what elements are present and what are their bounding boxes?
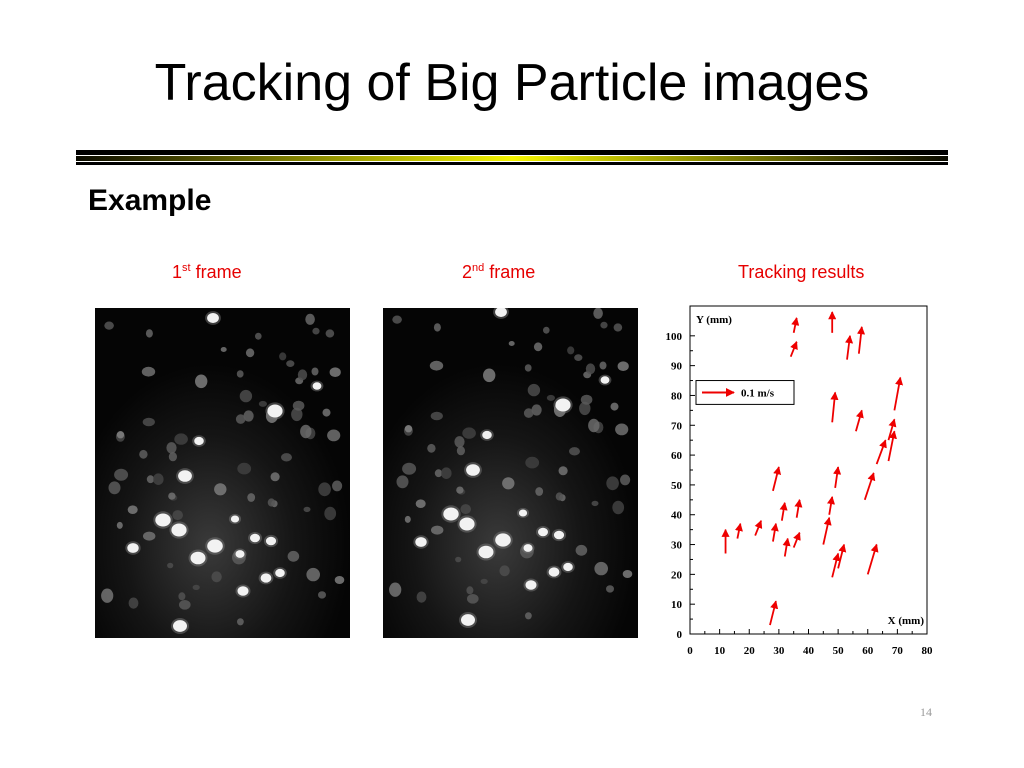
velocity-vector [856, 326, 866, 354]
velocity-vector [831, 552, 841, 578]
velocity-vector [893, 376, 904, 411]
caption-frame-1: 1st frame [172, 262, 242, 282]
velocity-vector [887, 418, 897, 441]
velocity-vector [789, 341, 798, 358]
title-divider [76, 150, 948, 165]
y-tick-label: 50 [671, 480, 683, 492]
y-tick-label: 70 [671, 420, 683, 432]
velocity-vector [791, 317, 800, 334]
y-tick-label: 10 [671, 599, 683, 611]
legend-label: 0.1 m/s [741, 387, 775, 399]
velocity-vector [792, 531, 801, 548]
particle-image-frame-1 [95, 308, 350, 638]
velocity-vector [772, 466, 782, 492]
velocity-vector [822, 516, 832, 545]
y-tick-label: 90 [671, 361, 683, 373]
x-tick-label: 40 [803, 645, 815, 657]
y-tick-label: 0 [677, 629, 683, 641]
velocity-vector [875, 439, 887, 465]
y-tick-label: 40 [671, 510, 683, 522]
velocity-vector [769, 600, 779, 626]
caption-tracking-results: Tracking results [738, 262, 865, 282]
velocity-vector [770, 522, 779, 542]
x-tick-label: 60 [862, 645, 874, 657]
velocity-vector [782, 537, 791, 557]
velocity-vector [887, 430, 897, 462]
legend-box [695, 380, 795, 405]
velocity-vector [779, 502, 788, 521]
x-tick-label: 0 [687, 645, 693, 657]
velocity-vector [837, 543, 847, 569]
tracking-results-chart: 0 10 20 30 40 50 60 70 80 0 10 20 30 40 50 60 70 80 90 100 Y… [666, 305, 934, 657]
x-tick-label: 20 [744, 645, 756, 657]
x-tick-label: 80 [922, 645, 934, 657]
slide-title: Tracking of Big Particle images [154, 54, 870, 112]
velocity-vector [830, 391, 839, 423]
x-tick-label: 50 [833, 645, 845, 657]
x-axis-label: X (mm) [888, 615, 925, 627]
slide-subtitle: Example [88, 184, 212, 217]
y-tick-label: 60 [671, 450, 683, 462]
velocity-vector [863, 472, 876, 501]
y-tick-label: 30 [671, 540, 683, 552]
legend: 0.1 m/s [695, 380, 795, 405]
plot-frame [689, 305, 928, 635]
x-tick-label: 30 [773, 645, 785, 657]
caption-frame-2: 2nd frame [462, 262, 536, 282]
x-tick-label: 10 [714, 645, 726, 657]
y-axis-label: Y (mm) [696, 314, 732, 326]
particle-image-frame-2 [383, 308, 638, 638]
velocity-vector [855, 409, 864, 432]
velocity-vector [794, 499, 803, 518]
velocity-vector [845, 335, 854, 360]
y-tick-label: 80 [671, 390, 683, 402]
page-number: 14 [920, 705, 932, 719]
velocity-vector [734, 522, 743, 539]
velocity-vector [754, 519, 763, 536]
velocity-vector [866, 543, 879, 575]
x-tick-label: 70 [892, 645, 904, 657]
y-tick-label: 100 [666, 331, 683, 343]
y-tick-label: 20 [671, 569, 683, 581]
velocity-vector [827, 496, 836, 515]
velocity-vector [833, 466, 842, 489]
